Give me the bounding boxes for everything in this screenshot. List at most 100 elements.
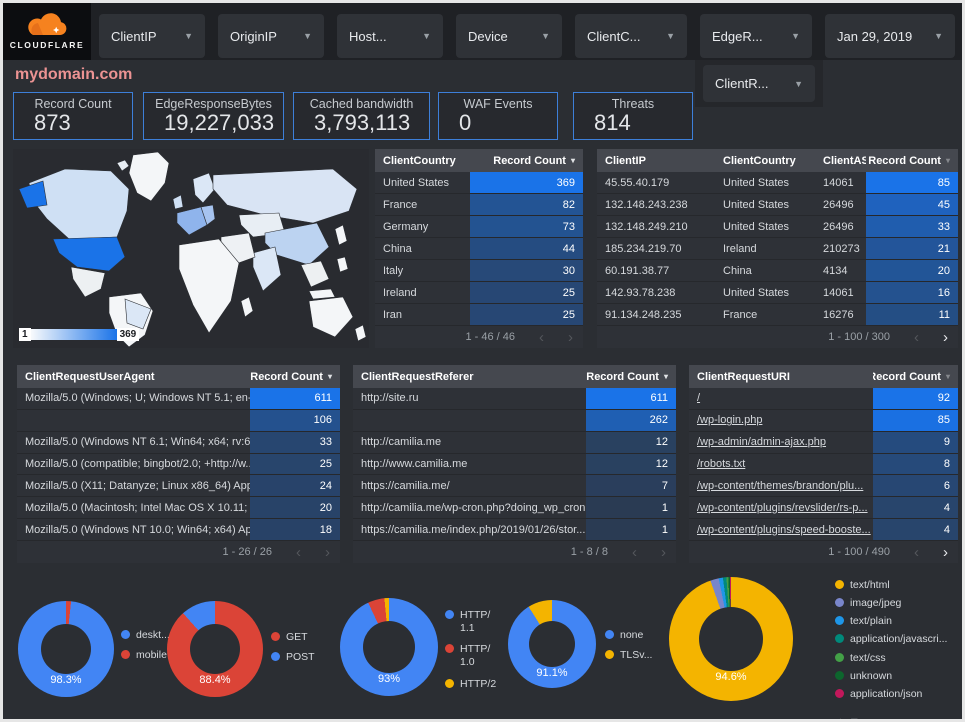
pagination-prev-button[interactable]: ‹ <box>539 328 544 346</box>
table-row[interactable]: Mozilla/5.0 (Windows NT 10.0; Win64; x64… <box>17 519 340 542</box>
column-header-label: ClientRequestURI <box>697 370 790 383</box>
table-row[interactable]: http://camilia.me/wp-cron.php?doing_wp_c… <box>353 497 676 520</box>
pagination-next-button[interactable]: › <box>661 543 666 561</box>
table-row[interactable]: France 82 <box>375 194 583 216</box>
table-row[interactable]: https://camilia.me/7 <box>353 475 676 498</box>
column-header[interactable]: Record Count ▾ <box>866 149 958 172</box>
table-row[interactable]: /wp-content/themes/brandon/plu... 6 <box>689 475 958 498</box>
column-header[interactable]: ClientCountry <box>715 149 815 172</box>
table-row[interactable]: https://camilia.me/index.php/2019/01/26/… <box>353 519 676 542</box>
column-header[interactable]: ClientASN <box>815 149 866 172</box>
uri-link[interactable]: /robots.txt <box>697 458 746 470</box>
table-row[interactable]: Germany 73 <box>375 216 583 238</box>
filter-chip-label: ClientIP <box>111 28 157 44</box>
filter-chip-label: Device <box>468 28 508 44</box>
metric-cell: 611 <box>250 388 340 409</box>
legend-sort-asc-icon[interactable]: ▲ <box>835 716 849 719</box>
uri-link[interactable]: /wp-login.php <box>697 414 763 427</box>
chevron-down-icon: ▼ <box>794 78 803 89</box>
cell: /wp-login.php <box>689 410 873 431</box>
filter-chip-device[interactable]: Device ▼ <box>456 14 562 58</box>
pagination-prev-button[interactable]: ‹ <box>914 328 919 346</box>
legend-dot-icon <box>605 650 614 660</box>
table-row[interactable]: 262 <box>353 409 676 432</box>
uri-link[interactable]: /wp-content/plugins/speed-booste... <box>697 523 871 536</box>
cell: 14061 <box>823 176 854 189</box>
pagination-prev-button[interactable]: ‹ <box>296 543 301 561</box>
pagination-next-button[interactable]: › <box>568 328 573 346</box>
metric-cell: 44 <box>470 238 583 259</box>
table-row[interactable]: http://site.ru 611 <box>353 388 676 410</box>
column-header[interactable]: ClientCountry <box>375 149 470 172</box>
table-row[interactable]: /wp-content/plugins/speed-booste... 4 <box>689 519 958 542</box>
legend-label: text/css <box>850 651 886 664</box>
table-row[interactable]: 132.148.249.210 United States 26496 33 <box>597 216 958 238</box>
uri-link[interactable]: / <box>697 392 701 405</box>
legend-item: application/json <box>835 688 960 701</box>
cell: https://camilia.me/ <box>361 479 450 492</box>
metric-cell: 106 <box>250 409 340 431</box>
legend-sort-desc-icon[interactable]: ▼ <box>849 716 863 719</box>
legend-sort-arrows: ▲▼ <box>835 716 960 719</box>
table-body: http://site.ru 611 262 http://camilia.me 12 h… <box>353 388 676 542</box>
table-row[interactable]: /wp-content/plugins/revslider/rs-p... 4 <box>689 497 958 520</box>
table-row[interactable]: Mozilla/5.0 (Windows; U; Windows NT 5.1;… <box>17 388 340 410</box>
metric-cell: 82 <box>470 194 583 215</box>
table-row[interactable]: 132.148.243.238 United States 26496 45 <box>597 194 958 216</box>
filter-chip-clientc[interactable]: ClientC... ▼ <box>575 14 687 58</box>
table-row[interactable]: Mozilla/5.0 (X11; Datanyze; Linux x86_64… <box>17 475 340 498</box>
column-header[interactable]: Record Count ▾ <box>873 365 958 388</box>
table-row[interactable]: Mozilla/5.0 (compatible; bingbot/2.0; +h… <box>17 453 340 476</box>
column-header[interactable]: ClientRequestUserAgent <box>17 365 250 388</box>
table-row[interactable]: Mozilla/5.0 (Macintosh; Intel Mac OS X 1… <box>17 497 340 520</box>
table-row[interactable]: United States 369 <box>375 172 583 194</box>
filter-chip-clientip[interactable]: ClientIP ▼ <box>99 14 205 58</box>
column-header[interactable]: Record Count ▾ <box>470 149 583 172</box>
table-row[interactable]: /robots.txt 8 <box>689 453 958 476</box>
legend-item: TLSv... <box>605 649 665 662</box>
column-header-label: ClientRequestUserAgent <box>25 370 155 383</box>
uri-link[interactable]: /wp-admin/admin-ajax.php <box>697 436 827 449</box>
column-header[interactable]: ClientIP <box>597 149 715 172</box>
map-country <box>116 159 130 172</box>
filter-chip-clientr[interactable]: ClientR... ▼ <box>703 65 815 102</box>
table-row[interactable]: 45.55.40.179 United States 14061 85 <box>597 172 958 194</box>
metric-cell: 21 <box>866 238 958 259</box>
uri-link[interactable]: /wp-content/plugins/revslider/rs-p... <box>697 501 868 514</box>
pagination-next-button[interactable]: › <box>943 543 948 561</box>
column-header[interactable]: ClientRequestURI <box>689 365 873 388</box>
column-header[interactable]: ClientRequestReferer <box>353 365 586 388</box>
uri-link[interactable]: /wp-content/themes/brandon/plu... <box>697 479 864 492</box>
table-row[interactable]: 60.191.38.77 China 4134 20 <box>597 260 958 282</box>
table-row[interactable]: Mozilla/5.0 (Windows NT 6.1; Win64; x64;… <box>17 431 340 454</box>
column-header[interactable]: Record Count ▾ <box>250 365 340 388</box>
table-row[interactable]: 142.93.78.238 United States 14061 16 <box>597 282 958 304</box>
filter-chip-originip[interactable]: OriginIP ▼ <box>218 14 324 58</box>
table-row[interactable]: Italy 30 <box>375 260 583 282</box>
table-row[interactable]: 185.234.219.70 Ireland 210273 21 <box>597 238 958 260</box>
filter-chip-edger[interactable]: EdgeR... ▼ <box>700 14 812 58</box>
legend-dot-icon <box>121 650 130 660</box>
map-country <box>128 151 170 202</box>
table-row[interactable]: China 44 <box>375 238 583 260</box>
cell: Germany <box>383 220 429 233</box>
chevron-down-icon: ▼ <box>934 31 943 41</box>
pagination-next-button[interactable]: › <box>943 328 948 346</box>
table-row[interactable]: Iran 25 <box>375 304 583 326</box>
pagination-next-button[interactable]: › <box>325 543 330 561</box>
legend-item: deskt... <box>121 629 181 642</box>
pagination-prev-button[interactable]: ‹ <box>914 543 919 561</box>
table-row[interactable]: http://camilia.me 12 <box>353 431 676 454</box>
table-row[interactable]: 91.134.248.235 France 16276 11 <box>597 304 958 326</box>
table-row[interactable]: http://www.camilia.me 12 <box>353 453 676 476</box>
date-range-chip[interactable]: Jan 29, 2019 ▼ <box>825 14 955 58</box>
table-row[interactable]: /wp-admin/admin-ajax.php 9 <box>689 431 958 454</box>
column-header[interactable]: Record Count ▾ <box>586 365 676 388</box>
table-row[interactable]: /wp-login.php 85 <box>689 409 958 432</box>
table-row[interactable]: Ireland 25 <box>375 282 583 304</box>
filter-chip-host[interactable]: Host... ▼ <box>337 14 443 58</box>
table-row[interactable]: 106 <box>17 409 340 432</box>
table-row[interactable]: / 92 <box>689 388 958 410</box>
pagination-prev-button[interactable]: ‹ <box>632 543 637 561</box>
world-map-panel: 1 369 <box>13 149 369 348</box>
